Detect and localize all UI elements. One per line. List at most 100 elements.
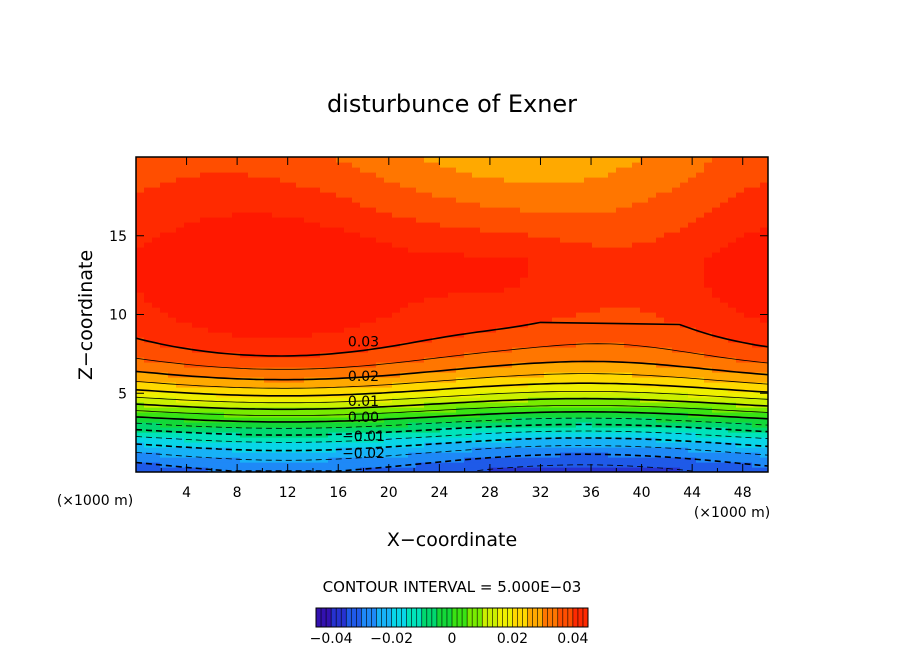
heat-cell: [248, 257, 257, 263]
heat-cell: [368, 342, 377, 348]
heat-cell: [360, 407, 369, 413]
heat-cell: [144, 302, 153, 308]
heat-cell: [184, 337, 193, 343]
heat-cell: [608, 342, 617, 348]
heat-cell: [136, 352, 145, 358]
heat-cell: [392, 282, 401, 288]
heat-cell: [432, 232, 441, 238]
heat-cell: [552, 372, 561, 378]
heat-cell: [680, 267, 689, 273]
heat-cell: [376, 157, 385, 163]
heat-cell: [568, 177, 577, 183]
heat-cell: [552, 467, 561, 472]
heat-cell: [392, 362, 401, 368]
heat-cell: [688, 367, 697, 373]
heat-cell: [552, 352, 561, 358]
heat-cell: [168, 157, 177, 163]
heat-cell: [416, 167, 425, 173]
heat-cell: [144, 327, 153, 333]
heat-cell: [712, 442, 721, 448]
heat-cell: [152, 382, 161, 388]
heat-cell: [232, 237, 241, 243]
heat-cell: [432, 282, 441, 288]
heat-cell: [152, 247, 161, 253]
heat-cell: [648, 217, 657, 223]
heat-cell: [456, 287, 465, 293]
heat-cell: [232, 172, 241, 178]
heat-cell: [536, 247, 545, 253]
heat-cell: [408, 427, 417, 433]
heat-cell: [280, 247, 289, 253]
heat-cell: [664, 212, 673, 218]
heat-cell: [600, 417, 609, 423]
heat-cell: [296, 302, 305, 308]
heat-cell: [640, 307, 649, 313]
heat-cell: [232, 312, 241, 318]
heat-cell: [696, 452, 705, 458]
heat-cell: [680, 177, 689, 183]
heat-cell: [704, 422, 713, 428]
heat-cell: [512, 387, 521, 393]
heat-cell: [688, 282, 697, 288]
heat-cell: [216, 307, 225, 313]
heat-cell: [472, 287, 481, 293]
heat-cell: [408, 157, 417, 163]
heat-cell: [432, 222, 441, 228]
heat-cell: [728, 332, 737, 338]
heat-cell: [600, 197, 609, 203]
heat-cell: [184, 467, 193, 472]
heat-cell: [144, 157, 153, 163]
heat-cell: [296, 257, 305, 263]
heat-cell: [336, 297, 345, 303]
heat-cell: [720, 187, 729, 193]
heat-cell: [600, 162, 609, 168]
heat-cell: [456, 437, 465, 443]
heat-cell: [456, 272, 465, 278]
heat-cell: [448, 312, 457, 318]
heat-cell: [432, 202, 441, 208]
heat-cell: [248, 332, 257, 338]
heat-cell: [504, 257, 513, 263]
heat-cell: [640, 392, 649, 398]
heat-cell: [720, 287, 729, 293]
heat-cell: [432, 432, 441, 438]
heat-cell: [680, 432, 689, 438]
heat-cell: [624, 292, 633, 298]
heat-cell: [560, 262, 569, 268]
heat-cell: [632, 242, 641, 248]
heat-cell: [392, 277, 401, 283]
heat-cell: [544, 262, 553, 268]
heat-cell: [744, 317, 753, 323]
heat-cell: [200, 392, 209, 398]
contour-label: 0.02: [348, 369, 379, 385]
heat-cell: [528, 212, 537, 218]
heat-cell: [320, 302, 329, 308]
heat-cell: [160, 397, 169, 403]
heat-cell: [560, 402, 569, 408]
heat-cell: [232, 262, 241, 268]
heat-cell: [624, 177, 633, 183]
heat-cell: [584, 412, 593, 418]
heat-cell: [208, 292, 217, 298]
heat-cell: [680, 427, 689, 433]
heat-cell: [448, 447, 457, 453]
heat-cell: [640, 222, 649, 228]
heat-cell: [552, 232, 561, 238]
heat-cell: [472, 437, 481, 443]
heat-cell: [632, 182, 641, 188]
heat-cell: [592, 417, 601, 423]
heat-cell: [144, 192, 153, 198]
heat-cell: [752, 247, 761, 253]
heat-cell: [600, 332, 609, 338]
heat-cell: [512, 327, 521, 333]
heat-cell: [352, 217, 361, 223]
heat-cell: [432, 302, 441, 308]
heat-cell: [176, 427, 185, 433]
heat-cell: [504, 217, 513, 223]
heat-cell: [280, 447, 289, 453]
heat-cell: [240, 417, 249, 423]
heat-cell: [240, 467, 249, 472]
heat-cell: [736, 412, 745, 418]
heat-cell: [520, 437, 529, 443]
heat-cell: [664, 272, 673, 278]
